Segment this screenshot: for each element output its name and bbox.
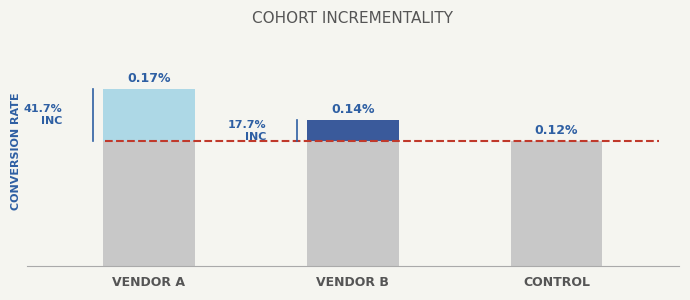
Text: 0.17%: 0.17% <box>127 72 170 85</box>
Text: 0.14%: 0.14% <box>331 103 375 116</box>
Y-axis label: CONVERSION RATE: CONVERSION RATE <box>11 93 21 210</box>
Text: 0.12%: 0.12% <box>535 124 578 137</box>
Bar <box>307 141 399 266</box>
Bar <box>307 120 399 141</box>
Text: 41.7%
INC: 41.7% INC <box>23 104 62 126</box>
Bar <box>103 141 195 266</box>
Bar <box>103 89 195 141</box>
Text: 17.7%
INC: 17.7% INC <box>228 119 266 142</box>
Title: COHORT INCREMENTALITY: COHORT INCREMENTALITY <box>253 11 453 26</box>
Bar <box>511 141 602 266</box>
